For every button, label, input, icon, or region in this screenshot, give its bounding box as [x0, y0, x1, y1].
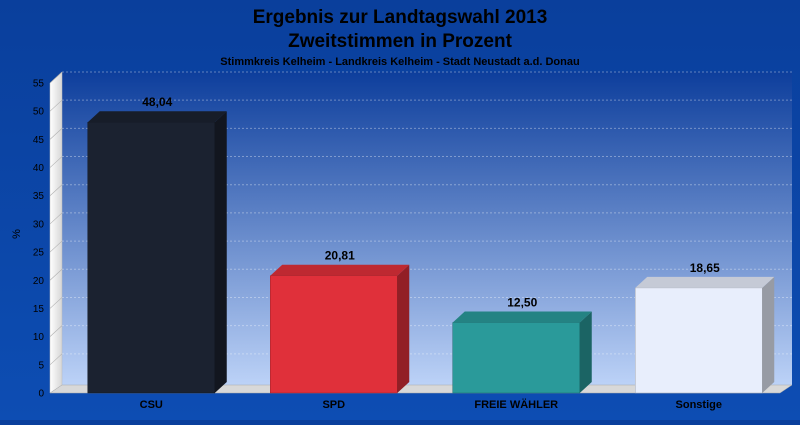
bar-front: [452, 322, 580, 394]
left-wall: [49, 71, 63, 394]
y-tick-label: 45: [33, 135, 45, 146]
chart-subtitle: Stimmkreis Kelheim - Landkreis Kelheim -…: [220, 56, 579, 68]
bar-sonstige: [635, 276, 775, 394]
value-label: 48,04: [142, 95, 172, 109]
y-tick-label: 30: [33, 219, 45, 230]
grid-line-wall: [49, 99, 63, 112]
grid-line-wall: [49, 128, 63, 140]
y-tick-label: 20: [33, 276, 45, 287]
grid-line-wall: [49, 156, 63, 168]
bar-side: [397, 264, 410, 393]
x-tick-label: Sonstige: [676, 399, 722, 411]
value-label: 20,81: [325, 249, 355, 263]
y-tick-label: 35: [33, 191, 45, 202]
y-tick-label: 15: [33, 304, 45, 315]
grid-line-wall: [49, 212, 63, 225]
y-tick-label: 55: [33, 79, 45, 90]
y-tick-label: 0: [38, 389, 44, 400]
value-labels: 48,04 20,81 12,50 18,65: [142, 95, 720, 309]
bar-top: [635, 276, 775, 288]
bar-csu: [87, 111, 227, 394]
bar-spd: [270, 264, 410, 394]
bar-top: [270, 264, 410, 276]
x-tick-label: CSU: [140, 399, 163, 411]
bars: [87, 111, 775, 394]
bar-side: [762, 276, 775, 393]
x-tick-label: SPD: [322, 399, 345, 411]
bar-front: [635, 287, 763, 394]
grid-line-wall: [49, 297, 63, 309]
bar-top: [452, 311, 592, 323]
grid-line-wall: [49, 269, 63, 281]
bar-front: [270, 275, 398, 394]
chart-title-2: Zweitstimmen in Prozent: [288, 31, 512, 52]
grid-line-wall: [49, 71, 63, 84]
grid-line-wall: [49, 184, 63, 196]
y-tick-label: 5: [38, 360, 44, 371]
value-label: 18,65: [690, 261, 720, 275]
y-tick-label: 10: [33, 332, 45, 343]
chart-title: Ergebnis zur Landtagswahl 2013: [253, 7, 548, 28]
bar-side: [214, 111, 227, 393]
y-tick-label: 40: [33, 163, 45, 174]
y-tick-label: 50: [33, 107, 45, 118]
value-label: 12,50: [507, 296, 537, 310]
grid-line-wall: [49, 240, 63, 253]
grid-line-wall: [49, 325, 63, 337]
bar-freie-wähler: [452, 311, 592, 394]
bar-top: [87, 111, 227, 123]
y-axis-ticks: 0 5 10 15 20 25 30 35 40 45 50 55: [33, 79, 45, 400]
bar-front: [87, 121, 215, 394]
grid-line-wall: [49, 353, 63, 366]
y-tick-label: 25: [33, 248, 45, 259]
x-axis-labels: CSU SPD FREIE WÄHLER Sonstige: [140, 398, 722, 411]
x-tick-label: FREIE WÄHLER: [474, 398, 558, 411]
bar-side: [579, 311, 592, 393]
y-axis-label: %: [11, 229, 23, 239]
